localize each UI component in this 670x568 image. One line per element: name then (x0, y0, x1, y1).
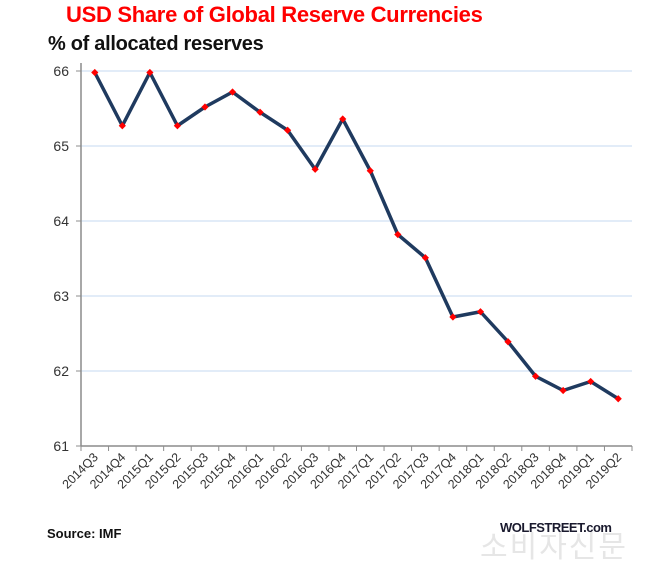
y-axis-ticks: 61 62 63 64 65 66 (53, 63, 81, 454)
y-tick-label: 66 (53, 63, 69, 79)
data-point-marker (531, 372, 540, 380)
data-point-marker (284, 126, 292, 134)
data-point-marker (146, 68, 154, 77)
series-line (93, 70, 620, 401)
y-tick-label: 63 (53, 288, 69, 304)
y-tick-label: 62 (53, 363, 69, 379)
chart-title: USD Share of Global Reserve Currencies (66, 2, 483, 27)
data-point-marker (476, 308, 485, 316)
data-point-marker (201, 103, 209, 111)
data-point-marker (394, 230, 402, 239)
y-tick-label: 65 (53, 138, 69, 154)
watermark: 소비자신문 (480, 530, 628, 565)
data-point-marker (173, 122, 182, 130)
y-tick-label: 64 (53, 213, 69, 229)
y-tick-label: 61 (53, 438, 69, 454)
chart-subtitle: % of allocated reserves (48, 33, 264, 55)
data-point-marker (118, 122, 126, 130)
data-point-marker (256, 108, 264, 116)
data-point-marker (421, 254, 429, 262)
gridlines (81, 70, 632, 372)
data-point-marker (587, 377, 595, 386)
data-point-marker (91, 68, 99, 77)
data-point-marker (311, 165, 319, 173)
series-usd-share (91, 68, 622, 403)
source-note: Source: IMF (47, 526, 122, 541)
data-point-marker (614, 395, 622, 403)
data-point-marker (339, 115, 347, 123)
data-point-marker (449, 313, 457, 321)
x-axis-ticks: 2014Q32014Q42015Q12015Q22015Q32015Q42016… (60, 446, 633, 492)
data-point-marker (559, 386, 567, 395)
data-point-marker (504, 338, 512, 346)
credit-logo: WOLFSTREET.com (500, 520, 612, 535)
data-point-marker (366, 167, 374, 175)
data-point-marker (228, 88, 237, 96)
